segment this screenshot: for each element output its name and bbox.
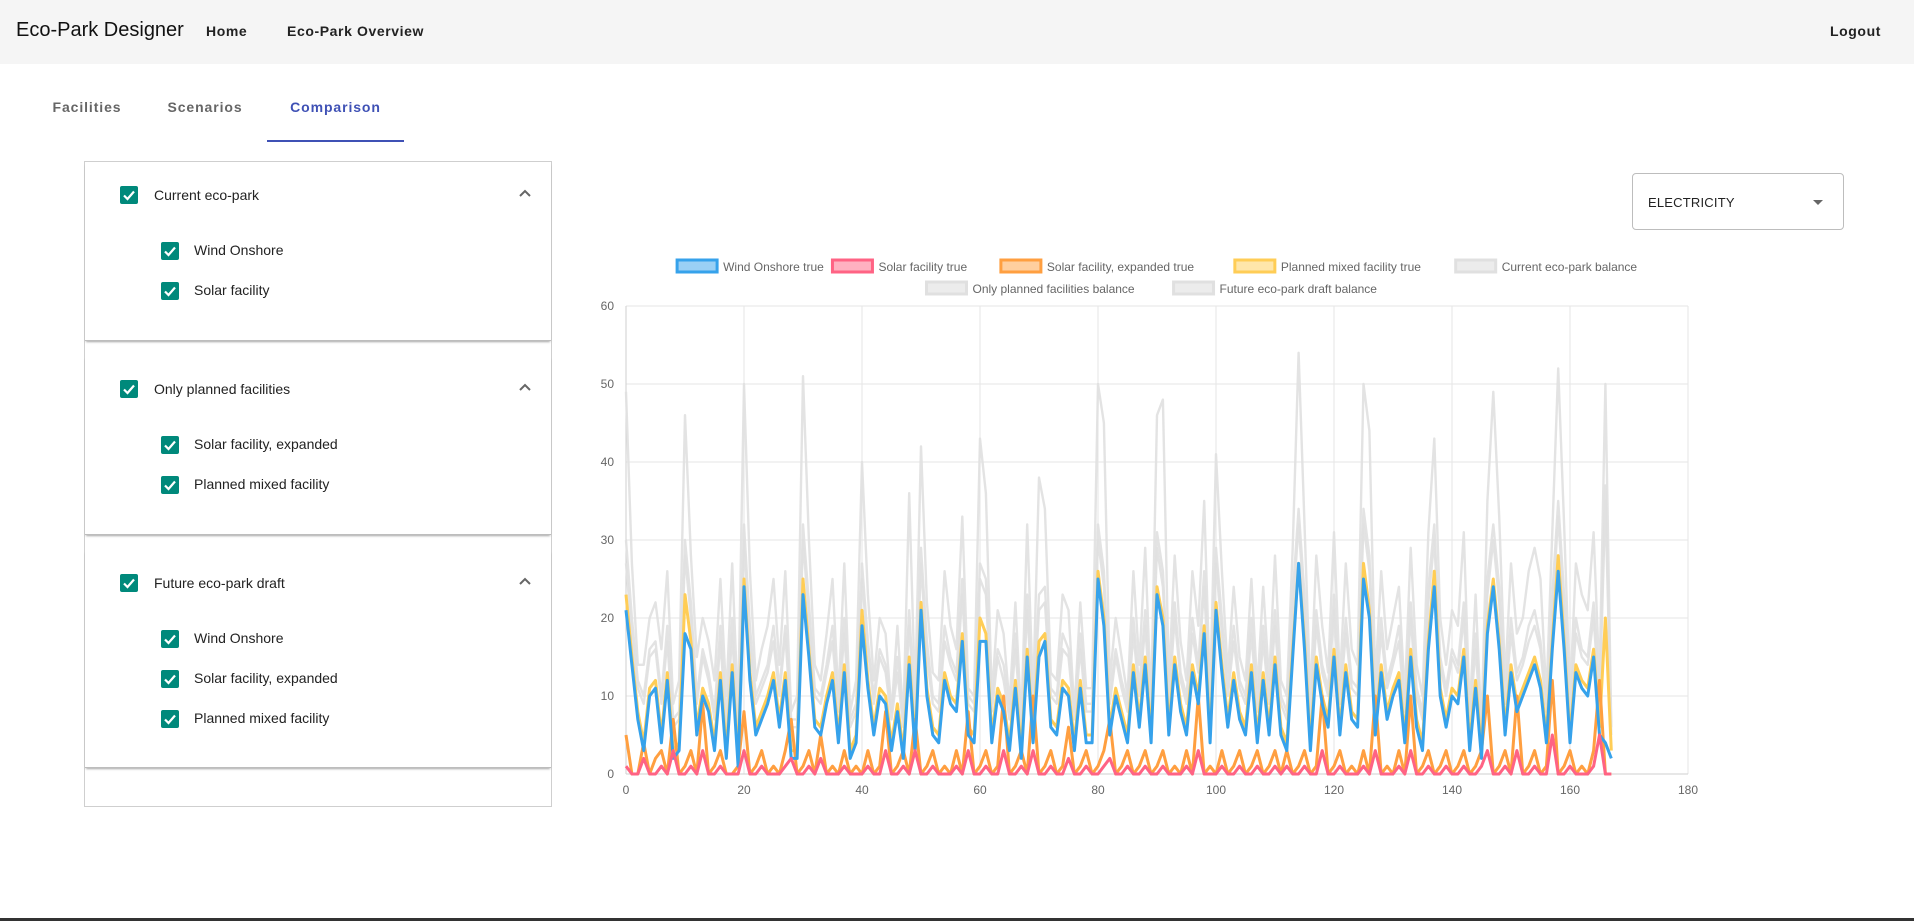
checkbox-only-planned-facilities[interactable] xyxy=(120,380,138,398)
logout-button[interactable]: Logout xyxy=(1829,23,1881,39)
facility-label: Solar facility, expanded xyxy=(194,436,338,452)
legend-swatch xyxy=(925,280,968,296)
scenario-group-future-eco-park-draft: Future eco-park draft Wind Onshore Solar… xyxy=(85,550,551,768)
y-tick-label: 40 xyxy=(601,455,615,469)
check-icon xyxy=(164,480,176,491)
facility-label: Solar facility xyxy=(194,282,270,298)
x-tick-label: 80 xyxy=(1091,783,1105,797)
check-icon xyxy=(164,246,176,257)
nav-home-link[interactable]: Home xyxy=(206,23,248,39)
series-line-future-eco-park-draft-balance xyxy=(624,484,1613,737)
x-tick-label: 180 xyxy=(1678,783,1698,797)
legend-label: Wind Onshore true xyxy=(723,260,824,274)
checkbox-facility[interactable] xyxy=(161,670,179,688)
check-icon xyxy=(164,634,176,645)
legend-swatch xyxy=(675,258,719,274)
checkbox-facility[interactable] xyxy=(161,242,179,260)
scenario-group-label: Only planned facilities xyxy=(154,381,291,397)
scenario-group-only-planned-facilities: Only planned facilities Solar facility, … xyxy=(85,356,551,535)
tab-scenarios-label: Scenarios xyxy=(167,99,243,115)
y-tick-label: 30 xyxy=(601,533,615,547)
chevron-up-icon[interactable] xyxy=(518,382,532,392)
legend-swatch xyxy=(1454,258,1498,274)
comparison-line-chart: 0 10 20 30 40 50 60 0 20 40 60 80 100 120 140 160 180 Win… xyxy=(601,258,1698,797)
series-line-wind-onshore-true xyxy=(624,561,1613,768)
nav-eco-park-overview-link[interactable]: Eco-Park Overview xyxy=(287,23,425,39)
facility-label: Planned mixed facility xyxy=(194,710,330,726)
tab-facilities[interactable]: Facilities xyxy=(32,96,142,142)
checkbox-facility[interactable] xyxy=(161,630,179,648)
legend-swatch xyxy=(830,258,874,274)
x-tick-label: 140 xyxy=(1442,783,1462,797)
series-line-solar-facility-true xyxy=(624,733,1612,776)
tab-facilities-label: Facilities xyxy=(52,99,122,115)
y-tick-label: 0 xyxy=(607,767,614,781)
x-tick-label: 20 xyxy=(737,783,751,797)
legend-label: Solar facility true xyxy=(878,260,967,274)
y-tick-label: 20 xyxy=(601,611,615,625)
x-tick-label: 40 xyxy=(855,783,869,797)
chevron-up-icon[interactable] xyxy=(518,188,532,198)
legend-swatch xyxy=(999,258,1043,274)
check-icon xyxy=(164,440,176,451)
legend-label: Solar facility, expanded true xyxy=(1047,260,1195,274)
legend-label: Planned mixed facility true xyxy=(1281,260,1421,274)
scenario-group-label: Current eco-park xyxy=(154,187,260,203)
check-icon xyxy=(123,578,135,589)
legend-label: Only planned facilities balance xyxy=(973,282,1135,296)
checkbox-current-eco-park[interactable] xyxy=(120,186,138,204)
facility-label: Solar facility, expanded xyxy=(194,670,338,686)
series-line-solar-facility-expanded-true xyxy=(624,678,1612,776)
energy-carrier-select-value: ELECTRICITY xyxy=(1648,195,1735,210)
facility-label: Wind Onshore xyxy=(194,630,284,646)
tab-comparison-label: Comparison xyxy=(290,99,381,115)
bottom-border xyxy=(0,918,1914,921)
checkbox-facility[interactable] xyxy=(161,282,179,300)
checkbox-facility[interactable] xyxy=(161,710,179,728)
facility-label: Planned mixed facility xyxy=(194,476,330,492)
scenario-group-current-eco-park: Current eco-park Wind Onshore Solar faci… xyxy=(85,162,551,341)
x-tick-label: 60 xyxy=(973,783,987,797)
x-tick-label: 120 xyxy=(1324,783,1344,797)
legend-swatch xyxy=(1233,258,1277,274)
check-icon xyxy=(164,714,176,725)
check-icon xyxy=(164,286,176,297)
y-tick-label: 60 xyxy=(601,299,615,313)
checkbox-future-eco-park-draft[interactable] xyxy=(120,574,138,592)
legend-swatch xyxy=(1172,280,1216,296)
scenario-selection-panel: Current eco-park Wind Onshore Solar faci… xyxy=(84,161,552,807)
scenario-group-label: Future eco-park draft xyxy=(154,575,285,591)
facility-label: Wind Onshore xyxy=(194,242,284,258)
tab-scenarios[interactable]: Scenarios xyxy=(142,96,268,142)
checkbox-facility[interactable] xyxy=(161,436,179,454)
check-icon xyxy=(123,384,135,395)
check-icon xyxy=(123,190,135,201)
x-tick-label: 100 xyxy=(1206,783,1226,797)
legend-label: Future eco-park draft balance xyxy=(1220,282,1378,296)
app-title: Eco-Park Designer xyxy=(16,19,184,41)
tab-comparison[interactable]: Comparison xyxy=(267,96,404,142)
check-icon xyxy=(164,674,176,685)
dropdown-arrow-icon xyxy=(1813,200,1823,205)
x-tick-label: 160 xyxy=(1560,783,1580,797)
legend-label: Current eco-park balance xyxy=(1502,260,1638,274)
checkbox-facility[interactable] xyxy=(161,476,179,494)
app-bar: Eco-Park Designer Home Eco-Park Overview… xyxy=(0,0,1914,64)
x-tick-label: 0 xyxy=(623,783,630,797)
chevron-up-icon[interactable] xyxy=(518,576,532,586)
y-tick-label: 10 xyxy=(601,689,615,703)
y-tick-label: 50 xyxy=(601,377,615,391)
energy-carrier-select[interactable]: ELECTRICITY xyxy=(1632,173,1844,230)
